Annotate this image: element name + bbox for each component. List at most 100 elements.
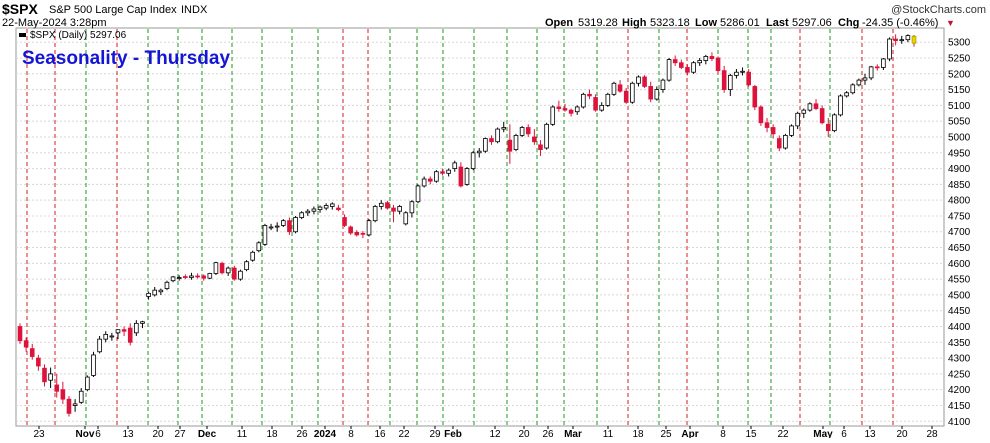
candle-body xyxy=(556,106,562,109)
candle xyxy=(783,133,788,150)
candle-body xyxy=(329,203,335,207)
candle-body xyxy=(874,66,880,69)
candle xyxy=(36,354,41,371)
candle xyxy=(323,203,329,211)
candle-body xyxy=(232,267,237,280)
candle xyxy=(832,113,837,133)
candle xyxy=(244,260,249,272)
x-tick-label: Nov xyxy=(76,429,95,438)
candle xyxy=(470,151,476,171)
x-tick-label: 15 xyxy=(745,429,757,438)
candle-body xyxy=(201,275,206,279)
candle-body xyxy=(146,292,151,297)
candle-body xyxy=(544,123,549,149)
candle-body xyxy=(525,127,531,135)
candle-body xyxy=(611,82,617,95)
candle xyxy=(78,388,84,404)
candle xyxy=(899,35,905,44)
x-tick-label: 27 xyxy=(174,429,186,438)
candle-body xyxy=(813,103,819,109)
candle xyxy=(672,55,678,66)
candle xyxy=(825,118,831,137)
candle-body xyxy=(17,326,23,342)
candle xyxy=(48,367,53,389)
candle xyxy=(115,329,121,340)
y-tick-label: 4600 xyxy=(948,259,971,270)
y-tick-label: 4200 xyxy=(948,385,971,396)
chg-value: -24.35 (-0.46%) xyxy=(862,17,938,29)
candle-body xyxy=(170,276,176,282)
y-tick-label: 4800 xyxy=(948,196,971,207)
candle xyxy=(532,129,537,145)
candle-body xyxy=(256,242,262,252)
candle xyxy=(213,261,219,276)
candle-body xyxy=(458,166,464,187)
candle-body xyxy=(207,273,213,279)
candle xyxy=(91,351,96,378)
y-tick-label: 4250 xyxy=(948,369,971,380)
candle xyxy=(97,335,102,354)
candle xyxy=(452,160,458,172)
y-tick-label: 4100 xyxy=(948,417,971,428)
y-tick-label: 4950 xyxy=(948,148,971,159)
candle xyxy=(679,59,684,70)
candle xyxy=(905,34,911,43)
x-tick-label: 26 xyxy=(542,429,554,438)
candle xyxy=(336,204,341,212)
candle xyxy=(152,287,158,297)
candle xyxy=(715,56,721,74)
candle-body xyxy=(832,114,837,132)
candle xyxy=(525,124,531,137)
candle-body xyxy=(844,92,849,97)
candle-body xyxy=(568,109,574,114)
y-tick-label: 4650 xyxy=(948,243,971,254)
candle xyxy=(709,52,715,62)
candle xyxy=(819,105,825,125)
candle xyxy=(372,204,378,223)
x-tick-label: 13 xyxy=(122,429,134,438)
x-tick-label: 28 xyxy=(926,429,938,438)
candle xyxy=(42,364,47,387)
candle xyxy=(599,102,605,112)
candle-body xyxy=(691,62,696,73)
candle xyxy=(568,108,574,117)
candle-body xyxy=(109,335,115,338)
candle-body xyxy=(617,84,623,92)
candle-body xyxy=(856,79,862,86)
candle-body xyxy=(679,62,684,68)
candle xyxy=(23,337,29,352)
candle xyxy=(366,219,372,237)
candle xyxy=(562,103,568,112)
candle xyxy=(538,140,543,156)
plot-area xyxy=(15,27,945,427)
candle-body xyxy=(507,139,513,152)
candle-body xyxy=(758,106,764,124)
candle-body xyxy=(317,206,323,211)
candle-body xyxy=(709,56,715,60)
candle xyxy=(421,176,427,188)
candle-body xyxy=(262,225,268,245)
candle xyxy=(85,375,90,392)
candle xyxy=(397,204,402,215)
y-tick-label: 4400 xyxy=(948,322,971,333)
candle-body xyxy=(397,206,402,212)
x-tick-label: 22 xyxy=(398,429,410,438)
candle-body xyxy=(385,202,390,209)
candle-body xyxy=(409,201,415,214)
y-tick-label: 5050 xyxy=(948,117,971,128)
candle-body xyxy=(807,103,813,111)
index-name: S&P 500 Large Cap Index xyxy=(49,4,177,16)
candle-body xyxy=(446,169,451,174)
y-tick-label: 4300 xyxy=(948,354,971,365)
candle-body xyxy=(195,275,200,278)
candle xyxy=(862,73,868,85)
candle-body xyxy=(752,86,758,108)
candle xyxy=(262,223,268,246)
candle xyxy=(758,105,764,126)
candle xyxy=(556,100,562,112)
candle-body xyxy=(29,348,35,357)
candle xyxy=(146,291,151,300)
y-tick-label: 4550 xyxy=(948,275,971,286)
candle-body xyxy=(703,56,709,61)
candle-body xyxy=(623,90,629,103)
